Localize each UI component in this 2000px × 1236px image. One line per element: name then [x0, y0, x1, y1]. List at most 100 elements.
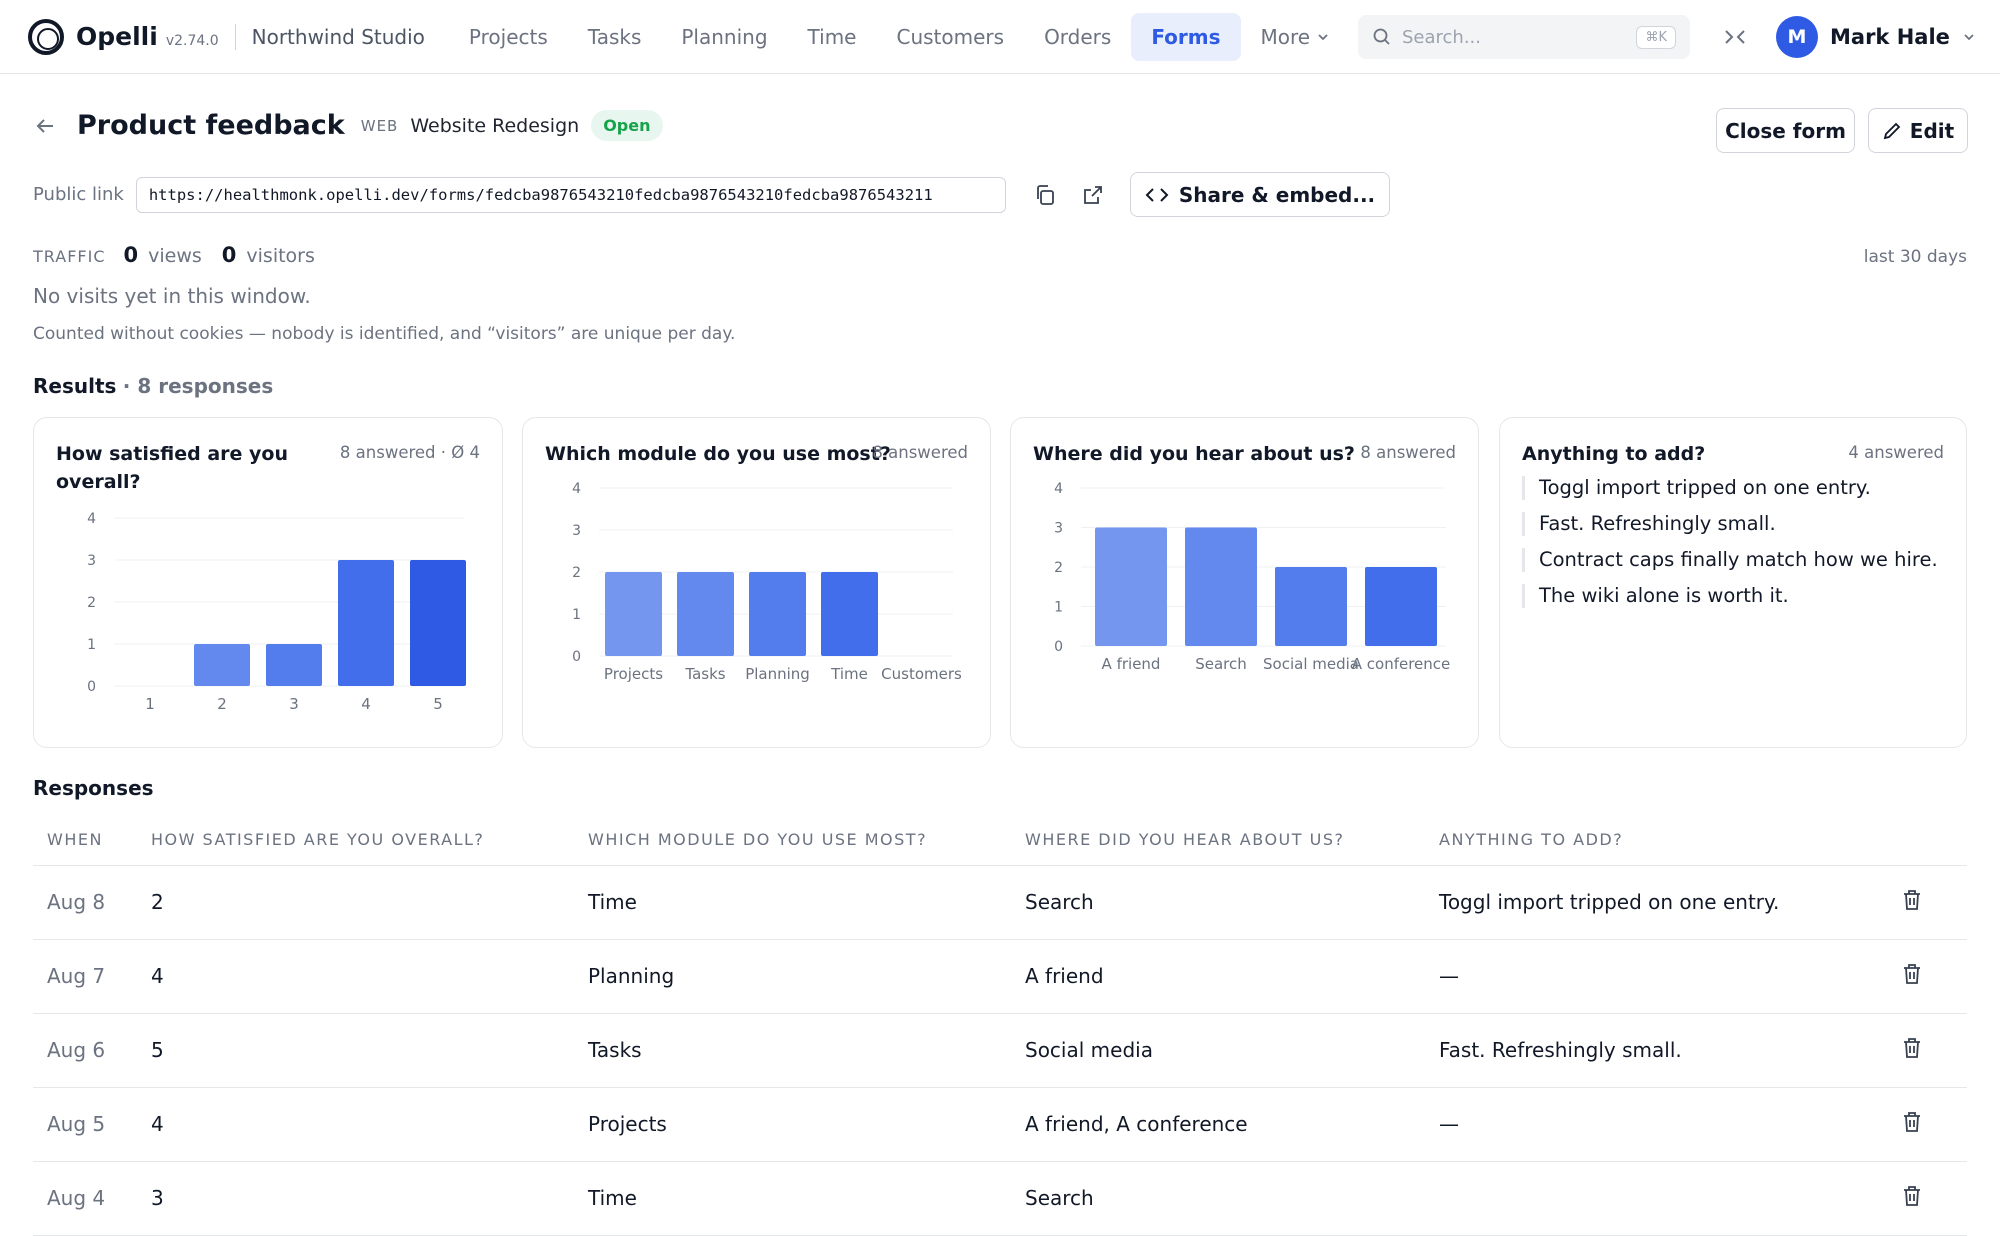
chart-card-satisfaction: 0 1 2 3 4 1 2 3 4 5 How satisfied are you overall…: [33, 417, 503, 748]
chart-meta: 8 answered: [872, 443, 968, 462]
cell-source: Search: [1011, 865, 1425, 940]
x-tick-label: 1: [145, 695, 155, 713]
bar[interactable]: [338, 560, 394, 686]
cookie-note: Counted without cookies — nobody is iden…: [33, 324, 736, 344]
views-unit: views: [148, 245, 202, 267]
cell-comment: —: [1425, 939, 1887, 1014]
search-icon: [1373, 28, 1390, 45]
share-embed-label: Share & embed...: [1178, 182, 1376, 207]
comments-title: Anything to add?: [1522, 443, 1706, 465]
chart-card-source: 0 1 2 3 4 A friend Search Social media A confere…: [1010, 417, 1479, 748]
chart-title: How satisfied are you overall?: [56, 443, 288, 493]
delete-response-button[interactable]: [1887, 1013, 1967, 1088]
column-header[interactable]: WHEN: [33, 815, 137, 866]
logo[interactable]: Opelli v2.74.0: [28, 18, 219, 55]
cell-source: A friend, A conference: [1011, 1087, 1425, 1162]
bar[interactable]: [1275, 567, 1347, 646]
nav-more-label: More: [1260, 24, 1311, 49]
edit-button[interactable]: Edit: [1868, 108, 1968, 153]
table-row[interactable]: Aug 7 4 Planning A friend —: [33, 939, 1967, 1014]
y-tick-label: 1: [572, 607, 581, 623]
nav-more-menu[interactable]: More: [1241, 13, 1351, 61]
delete-response-button[interactable]: [1887, 1161, 1967, 1236]
y-tick-label: 2: [1054, 560, 1063, 576]
cell-satisfied: 5: [137, 1013, 574, 1088]
pencil-icon: [1883, 122, 1901, 139]
cell-satisfied: 2: [137, 865, 574, 940]
y-tick-label: 2: [87, 595, 96, 611]
traffic-label: TRAFFIC: [33, 247, 106, 266]
copy-link-button[interactable]: [1030, 180, 1060, 210]
x-tick-label: A conference: [1352, 655, 1451, 673]
table-row[interactable]: Aug 6 5 Tasks Social media Fast. Refreshingl…: [33, 1013, 1967, 1088]
comment-item: Contract caps finally match how we hire.: [1522, 548, 1944, 572]
bar[interactable]: [194, 644, 250, 686]
cell-satisfied: 4: [137, 1087, 574, 1162]
cell-when: Aug 4: [33, 1161, 137, 1236]
bar[interactable]: [410, 560, 466, 686]
back-arrow-icon[interactable]: [33, 114, 57, 138]
table-row[interactable]: Aug 8 2 Time Search Toggl import tripped on …: [33, 865, 1967, 940]
trash-icon: [1904, 1111, 1920, 1132]
chevron-down-icon: [1318, 33, 1328, 40]
nav-item-forms[interactable]: Forms: [1131, 12, 1241, 61]
column-header[interactable]: WHERE DID YOU HEAR ABOUT US?: [1011, 815, 1425, 866]
nav-item-customers[interactable]: Customers: [896, 24, 1005, 49]
y-tick-label: 1: [87, 637, 96, 653]
y-tick-label: 0: [87, 679, 96, 695]
nav-item-time[interactable]: Time: [807, 24, 857, 49]
chevron-down-icon: [1964, 34, 1974, 41]
y-tick-label: 0: [1054, 639, 1063, 655]
public-link-row: Public link https://healthmonk.opelli.de…: [33, 172, 1391, 217]
column-header[interactable]: WHICH MODULE DO YOU USE MOST?: [574, 815, 1011, 866]
share-embed-button[interactable]: Share & embed...: [1129, 172, 1391, 217]
cell-when: Aug 7: [33, 939, 137, 1014]
open-link-button[interactable]: [1078, 180, 1108, 210]
cell-module: Tasks: [574, 1013, 1011, 1088]
comments-card: Anything to add? 4 answered Toggl import…: [1499, 417, 1967, 748]
x-tick-label: Tasks: [684, 665, 725, 683]
bar[interactable]: [1185, 527, 1257, 647]
logo-icon: [28, 18, 64, 55]
cell-comment: Toggl import tripped on one entry.: [1425, 865, 1887, 940]
close-form-button[interactable]: Close form: [1716, 108, 1855, 153]
table-row[interactable]: Aug 5 4 Projects A friend, A conference —: [33, 1087, 1967, 1162]
delete-response-button[interactable]: [1887, 1087, 1967, 1162]
delete-response-button[interactable]: [1887, 865, 1967, 940]
nav-item-tasks[interactable]: Tasks: [587, 24, 642, 49]
bar[interactable]: [1365, 567, 1437, 646]
responses-table: WHEN HOW SATISFIED ARE YOU OVERALL? WHIC…: [33, 815, 1967, 1236]
search-input[interactable]: Search... ⌘K: [1358, 15, 1690, 59]
project-name[interactable]: Website Redesign: [410, 114, 580, 137]
public-link-field[interactable]: https://healthmonk.opelli.dev/forms/fedc…: [135, 176, 1006, 213]
cell-comment: —: [1425, 1087, 1887, 1162]
bar[interactable]: [749, 572, 806, 656]
bar[interactable]: [605, 572, 662, 656]
cell-satisfied: 3: [137, 1161, 574, 1236]
brand-name: Opelli: [76, 22, 158, 51]
column-header[interactable]: ANYTHING TO ADD?: [1425, 815, 1887, 866]
bar[interactable]: [266, 644, 322, 686]
nav-item-planning[interactable]: Planning: [681, 24, 768, 49]
workspace-name[interactable]: Northwind Studio: [251, 24, 425, 49]
chart-meta: 8 answered: [1360, 443, 1456, 462]
close-form-label: Close form: [1725, 118, 1846, 143]
table-row[interactable]: Aug 4 3 Time Search: [33, 1161, 1967, 1236]
nav-item-orders[interactable]: Orders: [1044, 24, 1112, 49]
page-title: Product feedback: [77, 110, 345, 141]
user-menu[interactable]: M Mark Hale: [1776, 16, 1976, 58]
column-header[interactable]: HOW SATISFIED ARE YOU OVERALL?: [137, 815, 574, 866]
top-nav: Opelli v2.74.0 Northwind Studio Projects…: [0, 0, 2000, 74]
bar[interactable]: [677, 572, 734, 656]
page-header: Product feedback WEB Website Redesign Op…: [33, 110, 663, 141]
comment-item: The wiki alone is worth it.: [1522, 584, 1944, 608]
bar[interactable]: [1095, 527, 1167, 647]
comments-list: Toggl import tripped on one entry. Fast.…: [1522, 476, 1944, 620]
y-tick-label: 4: [572, 481, 581, 497]
delete-response-button[interactable]: [1887, 939, 1967, 1014]
cell-when: Aug 5: [33, 1087, 137, 1162]
collapse-icon[interactable]: [1722, 24, 1748, 50]
bar[interactable]: [821, 572, 878, 656]
nav-item-projects[interactable]: Projects: [468, 24, 548, 49]
copy-icon: [1036, 184, 1054, 205]
